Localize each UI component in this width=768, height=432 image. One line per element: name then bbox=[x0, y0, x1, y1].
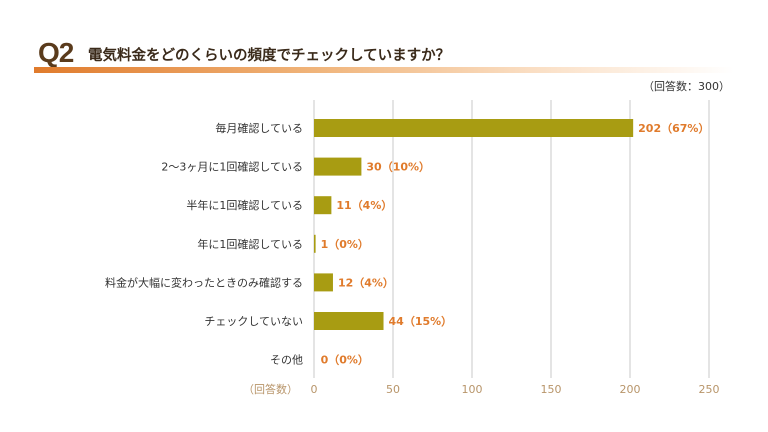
bar bbox=[314, 312, 384, 330]
x-tick-label: 0 bbox=[311, 383, 318, 396]
x-tick-label: 200 bbox=[620, 383, 641, 396]
bar bbox=[314, 157, 362, 176]
question-number: Q2 bbox=[38, 37, 74, 68]
question-header: Q2 電気料金をどのくらいの頻度でチェックしていますか？ bbox=[34, 36, 734, 76]
bar bbox=[314, 119, 634, 137]
x-tick-label: 150 bbox=[541, 383, 562, 396]
chart-title: 電気料金をどのくらいの頻度でチェックしていますか？ bbox=[88, 48, 451, 64]
x-tick-label: 100 bbox=[462, 383, 483, 396]
title-underline bbox=[34, 67, 734, 73]
label-layer: 毎月確認している 202（67%） 2〜3ヶ月に1回確認している 30（10%） 半年に… bbox=[105, 121, 709, 367]
data-label: 0（0%） bbox=[321, 354, 369, 367]
x-tick-label: 250 bbox=[699, 383, 720, 396]
x-tick-label: 50 bbox=[386, 383, 400, 396]
category-label: 2〜3ヶ月に1回確認している bbox=[161, 160, 303, 174]
data-label: 11（4%） bbox=[336, 199, 392, 212]
category-label: 半年に1回確認している bbox=[186, 198, 303, 212]
axis-layer: 0 50 100 150 200 250 （回答数） bbox=[243, 382, 720, 396]
category-label: 料金が大幅に変わったときのみ確認する bbox=[105, 275, 303, 289]
x-axis-label: （回答数） bbox=[243, 382, 298, 396]
data-label: 202（67%） bbox=[638, 122, 709, 135]
data-label: 30（10%） bbox=[366, 161, 430, 174]
data-label: 12（4%） bbox=[338, 276, 394, 289]
category-label: その他 bbox=[270, 354, 303, 367]
bar-layer bbox=[314, 119, 634, 330]
category-label: 毎月確認している bbox=[215, 121, 303, 135]
category-label: チェックしていない bbox=[204, 315, 303, 328]
bar bbox=[314, 273, 333, 292]
respondent-count: （回答数：300） bbox=[643, 80, 730, 93]
bar bbox=[314, 234, 316, 253]
category-label: 年に1回確認している bbox=[197, 237, 303, 251]
data-label: 44（15%） bbox=[389, 315, 453, 328]
grid-layer bbox=[313, 100, 710, 378]
bar bbox=[314, 196, 332, 215]
data-label: 1（0%） bbox=[321, 238, 369, 251]
